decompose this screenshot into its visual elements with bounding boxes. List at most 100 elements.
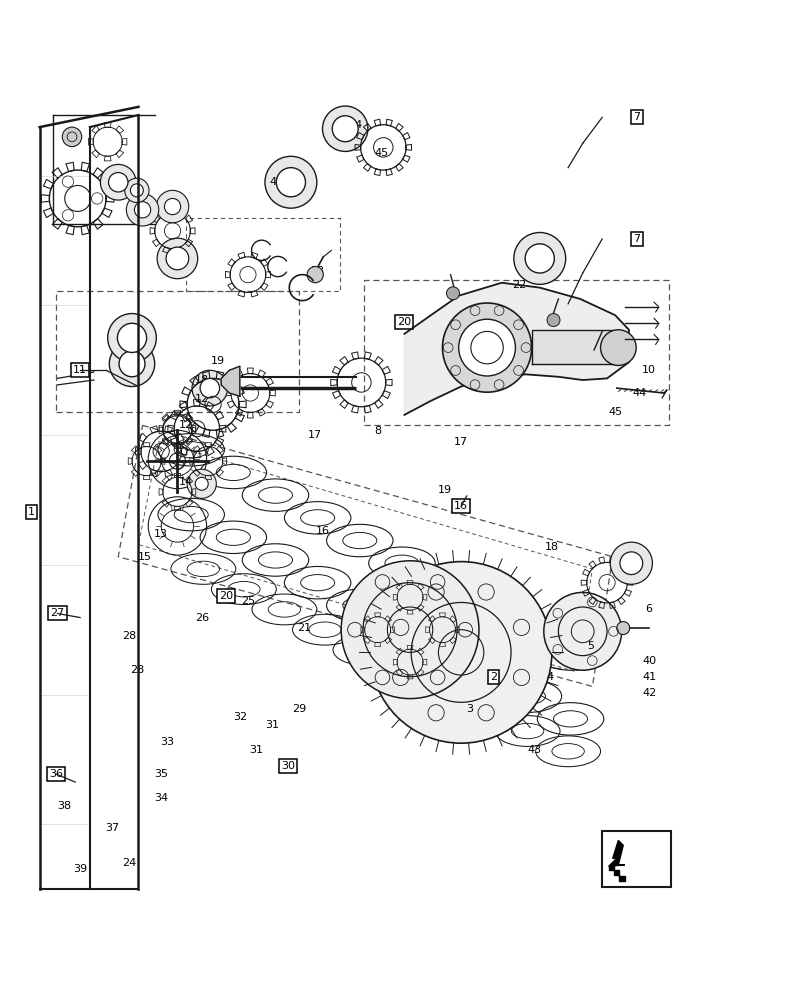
Circle shape: [513, 232, 565, 284]
Text: 36: 36: [49, 769, 62, 779]
Text: 44: 44: [348, 120, 363, 130]
Circle shape: [135, 202, 151, 218]
Circle shape: [127, 194, 159, 226]
Text: 33: 33: [160, 737, 174, 747]
Text: 35: 35: [154, 769, 168, 779]
Text: 4: 4: [546, 672, 553, 682]
Text: 6: 6: [645, 604, 652, 614]
Circle shape: [525, 244, 554, 273]
Circle shape: [322, 106, 367, 151]
Text: 9: 9: [611, 343, 618, 353]
Text: 24: 24: [122, 858, 135, 868]
Text: 43: 43: [269, 177, 283, 187]
Text: 21: 21: [298, 623, 311, 633]
Polygon shape: [531, 330, 618, 364]
Text: 3: 3: [466, 704, 472, 714]
Circle shape: [610, 542, 651, 584]
Circle shape: [370, 562, 551, 743]
Text: 5: 5: [586, 641, 594, 651]
Circle shape: [620, 552, 642, 575]
Text: 31: 31: [265, 720, 279, 730]
Polygon shape: [608, 840, 624, 866]
Circle shape: [119, 351, 145, 377]
Text: 1: 1: [28, 507, 35, 517]
Circle shape: [118, 323, 147, 352]
Circle shape: [543, 592, 621, 670]
Text: 42: 42: [642, 688, 655, 698]
Text: 12: 12: [178, 420, 192, 430]
Polygon shape: [404, 283, 629, 415]
Text: 20: 20: [397, 317, 411, 327]
Text: 28: 28: [122, 631, 135, 641]
Text: 18: 18: [544, 542, 558, 552]
Text: 26: 26: [195, 613, 208, 623]
Circle shape: [332, 116, 358, 142]
Text: 37: 37: [105, 823, 119, 833]
Text: 13: 13: [154, 529, 168, 539]
Circle shape: [166, 247, 188, 270]
Text: 7: 7: [633, 234, 640, 244]
Text: 23: 23: [309, 266, 324, 276]
Polygon shape: [608, 865, 624, 881]
Text: 30: 30: [281, 761, 295, 771]
Text: 2: 2: [489, 672, 496, 682]
Circle shape: [108, 314, 157, 362]
Text: 16: 16: [453, 501, 468, 511]
Text: 25: 25: [241, 596, 255, 606]
Text: 45: 45: [607, 407, 621, 417]
Circle shape: [131, 184, 144, 197]
Text: 19: 19: [437, 485, 452, 495]
Text: 10: 10: [642, 365, 655, 375]
Text: 15: 15: [138, 552, 152, 562]
Text: 41: 41: [642, 672, 655, 682]
Text: 29: 29: [291, 704, 306, 714]
Circle shape: [62, 127, 82, 147]
Circle shape: [109, 173, 128, 192]
Circle shape: [187, 469, 216, 498]
Text: 17: 17: [307, 430, 322, 440]
Text: 16: 16: [316, 526, 330, 536]
Circle shape: [191, 370, 227, 406]
Circle shape: [109, 341, 155, 387]
Circle shape: [157, 238, 197, 279]
Circle shape: [276, 168, 305, 197]
Circle shape: [264, 156, 316, 208]
Circle shape: [458, 319, 515, 376]
Text: 8: 8: [374, 426, 380, 436]
Circle shape: [307, 267, 323, 283]
Text: 11: 11: [73, 365, 87, 375]
Circle shape: [446, 287, 459, 300]
Polygon shape: [221, 366, 239, 396]
Circle shape: [600, 330, 636, 365]
Circle shape: [547, 314, 560, 327]
Text: 19: 19: [211, 356, 225, 366]
Text: 43: 43: [526, 745, 540, 755]
Text: 17: 17: [453, 437, 468, 447]
Text: 14: 14: [178, 477, 192, 487]
Circle shape: [165, 198, 180, 215]
Text: 45: 45: [374, 148, 388, 158]
Text: 34: 34: [154, 793, 168, 803]
Text: 44: 44: [632, 388, 646, 398]
Text: 22: 22: [512, 280, 526, 290]
Text: 39: 39: [73, 864, 87, 874]
Text: 31: 31: [249, 745, 263, 755]
Text: 20: 20: [219, 591, 233, 601]
Text: 40: 40: [642, 656, 655, 666]
Circle shape: [125, 178, 149, 203]
Text: 27: 27: [50, 608, 65, 618]
Text: 7: 7: [633, 112, 640, 122]
Circle shape: [195, 477, 208, 490]
Text: 12: 12: [195, 394, 208, 404]
Text: 28: 28: [130, 665, 144, 675]
Circle shape: [341, 561, 478, 699]
Circle shape: [616, 622, 629, 635]
Circle shape: [442, 303, 531, 392]
Circle shape: [157, 190, 188, 223]
Text: 18: 18: [195, 375, 208, 385]
Text: 38: 38: [57, 801, 71, 811]
Text: 32: 32: [233, 712, 247, 722]
Bar: [602, 831, 670, 887]
Circle shape: [101, 164, 136, 200]
Circle shape: [200, 378, 219, 398]
